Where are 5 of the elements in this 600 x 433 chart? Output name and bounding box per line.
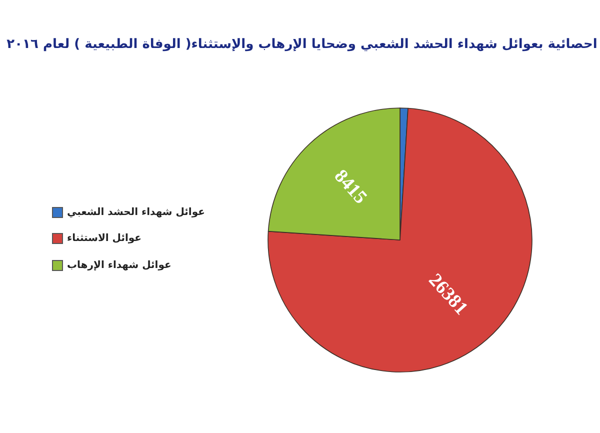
- chart-title: احصائية بعوائل شهداء الحشد الشعبي وضحايا الإرهاب والإستثناء( الوفاة الطبيعية ) لعام ٢٠١٦: [6, 37, 598, 52]
- pie-slice: [268, 108, 532, 372]
- legend-label: عوائل شهداء الحشد الشعبي: [67, 206, 205, 218]
- legend-label: عوائل الاستثناء: [67, 233, 142, 244]
- legend-label: عوائل شهداء الإرهاب: [67, 260, 172, 271]
